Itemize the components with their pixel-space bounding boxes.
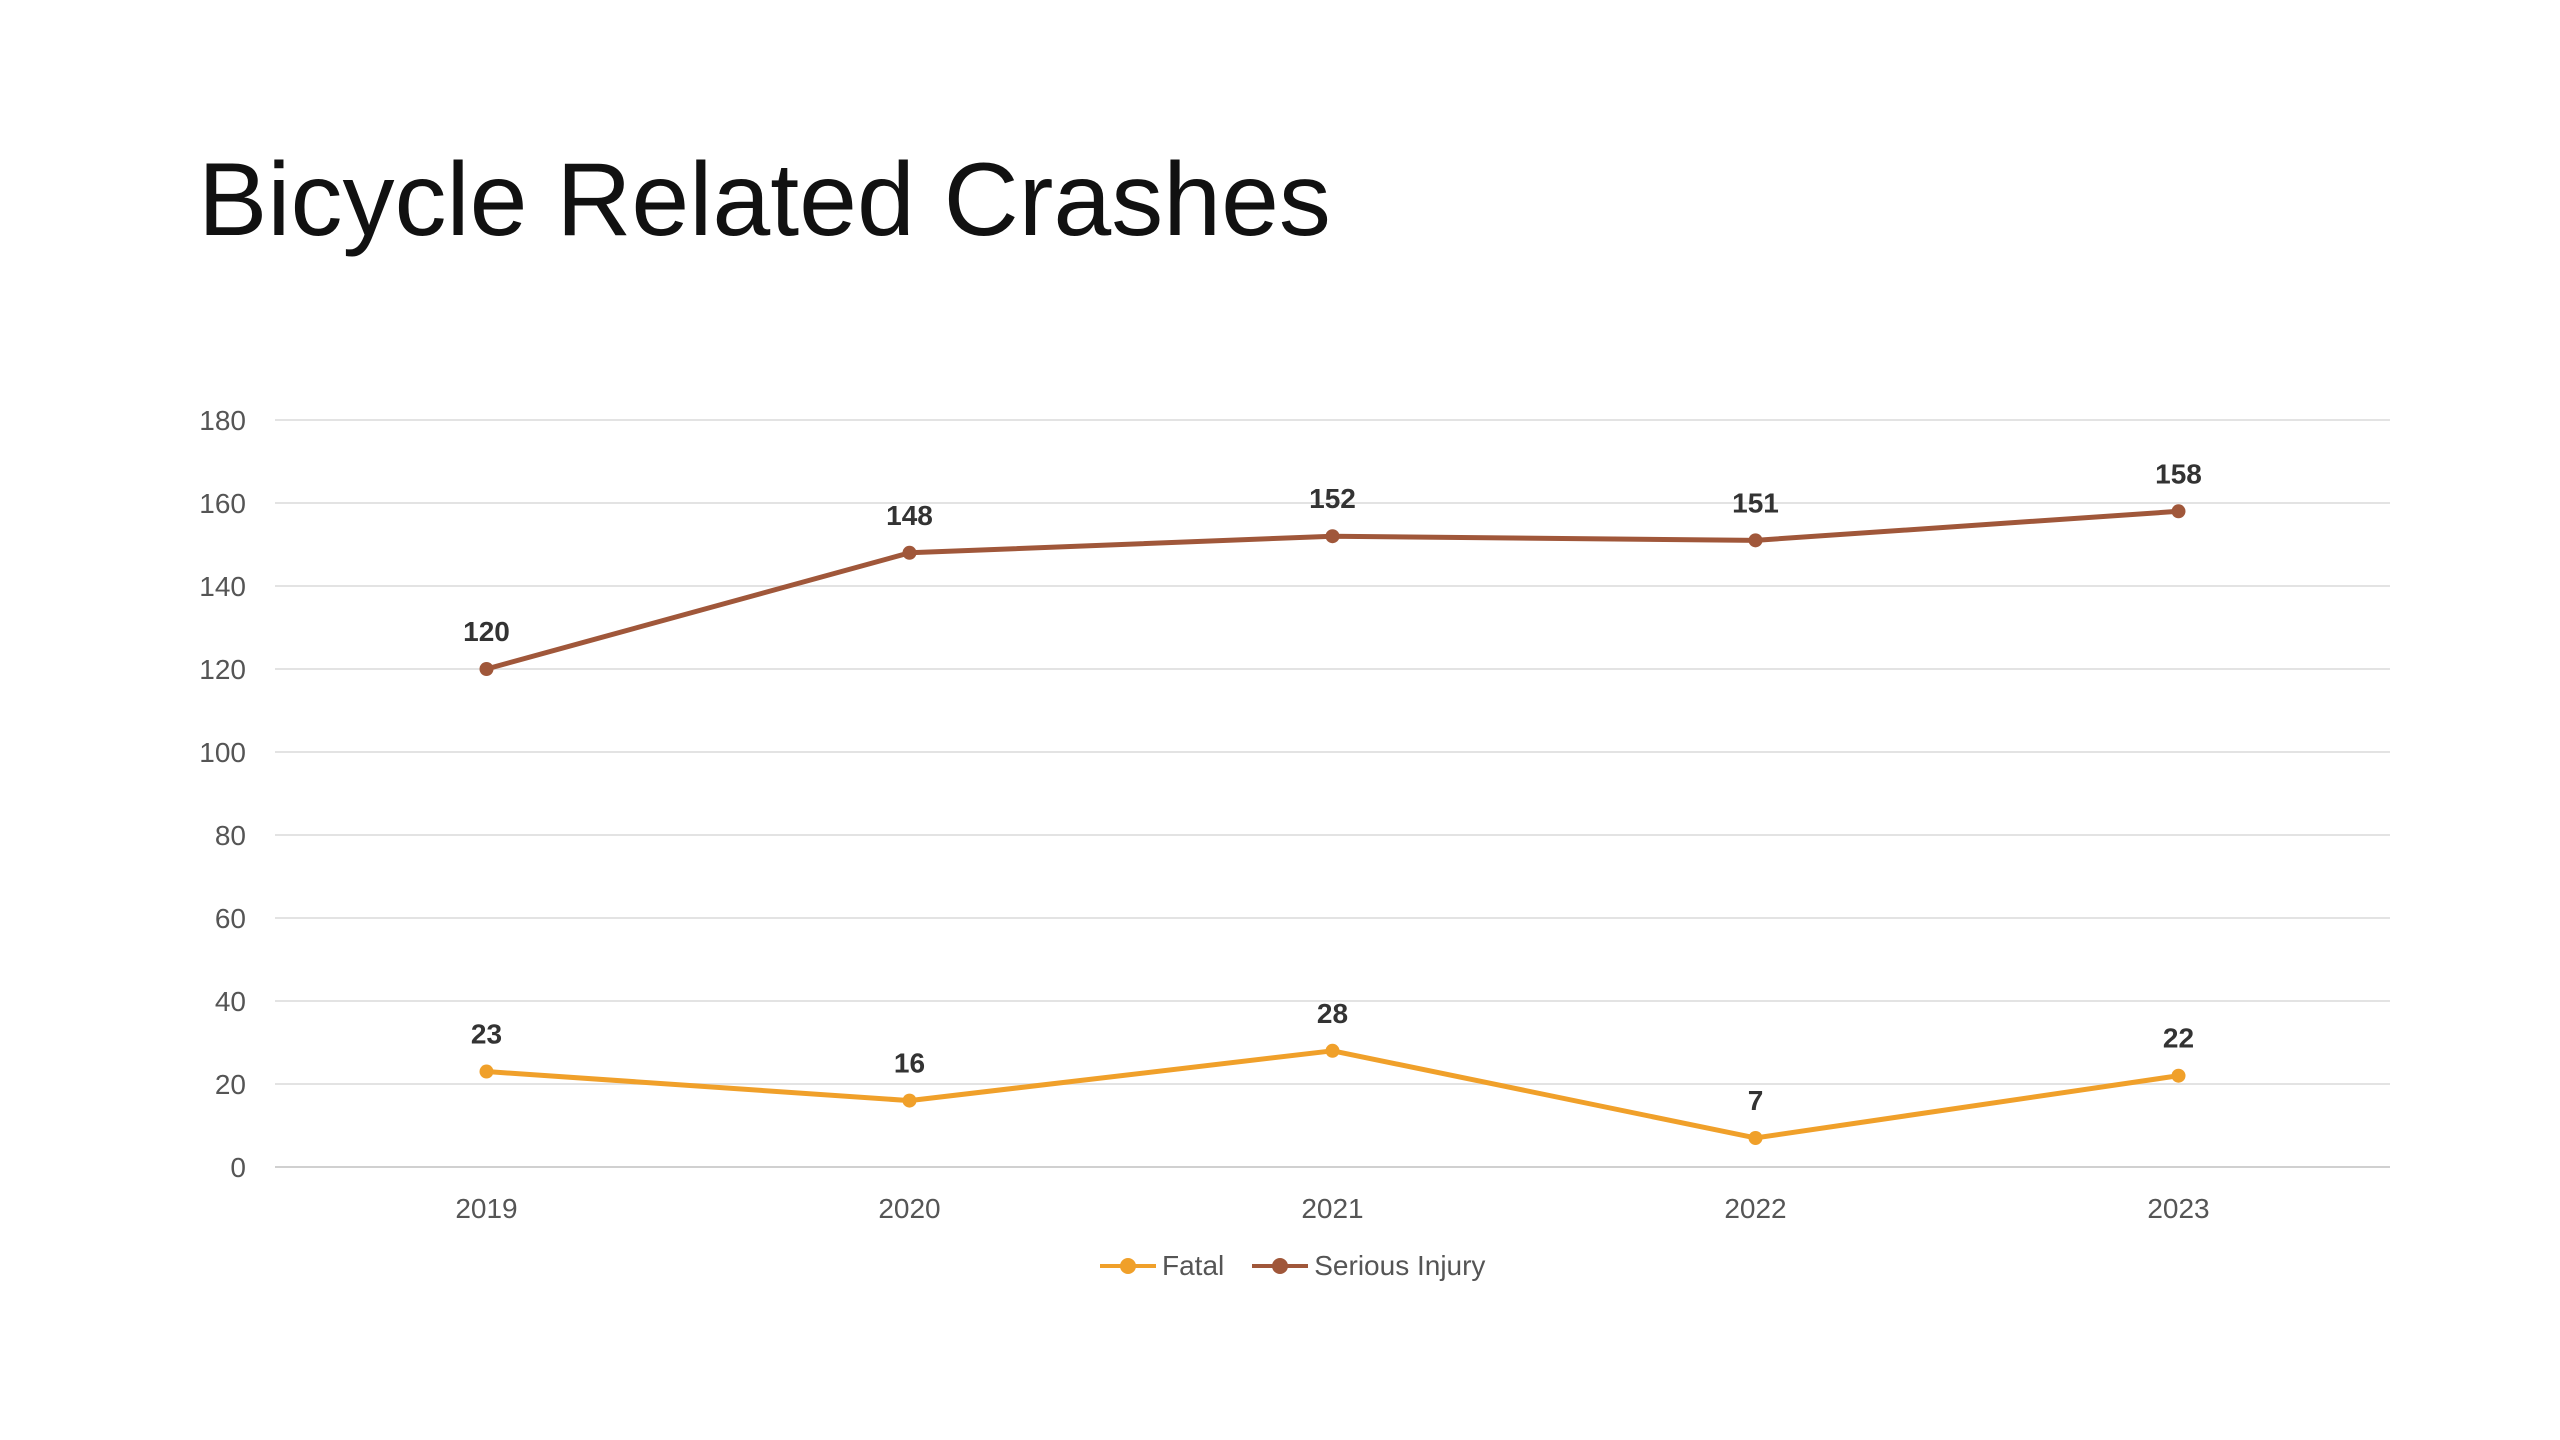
data-label: 22 — [2163, 1023, 2194, 1054]
legend-item: Fatal — [1100, 1250, 1224, 1282]
data-label: 158 — [2155, 458, 2202, 489]
x-tick-label: 2020 — [878, 1193, 940, 1224]
data-label: 28 — [1317, 998, 1348, 1029]
gridlines — [275, 419, 2390, 1168]
data-point — [902, 1093, 917, 1108]
data-point — [1748, 1130, 1763, 1145]
slide-title: Bicycle Related Crashes — [198, 142, 1331, 258]
data-label: 151 — [1732, 487, 1779, 518]
y-tick-label: 60 — [215, 903, 246, 934]
x-axis: 2019 2020 2021 2022 2023 — [455, 1193, 2209, 1224]
y-tick-label: 20 — [215, 1069, 246, 1100]
data-label: 148 — [886, 500, 933, 531]
y-tick-label: 160 — [199, 488, 246, 519]
legend-marker — [1272, 1258, 1289, 1274]
legend-label: Fatal — [1162, 1250, 1225, 1281]
data-point — [902, 545, 917, 560]
legend-swatch — [1100, 1258, 1156, 1274]
data-point — [1325, 529, 1340, 544]
x-tick-label: 2023 — [2147, 1193, 2209, 1224]
data-point — [2171, 504, 2186, 519]
y-tick-label: 120 — [199, 654, 246, 685]
y-tick-label: 100 — [199, 737, 246, 768]
data-label: 152 — [1309, 483, 1356, 514]
data-point — [479, 662, 494, 676]
y-axis: 0 20 40 60 80 100 120 140 160 180 — [199, 405, 246, 1183]
y-tick-label: 80 — [215, 820, 246, 851]
data-point — [1325, 1043, 1340, 1058]
data-label: 7 — [1748, 1085, 1764, 1116]
x-tick-label: 2019 — [455, 1193, 517, 1224]
data-label: 120 — [463, 616, 510, 647]
series-line-0 — [484, 1048, 2181, 1141]
data-point — [2171, 1068, 2186, 1083]
legend: Fatal Serious Injury — [1100, 1250, 1513, 1282]
data-labels: 23 16 28 7 22 120 148 152 151 158 — [463, 458, 2202, 1116]
x-tick-label: 2022 — [1724, 1193, 1786, 1224]
y-tick-label: 0 — [230, 1152, 246, 1183]
y-tick-label: 140 — [199, 571, 246, 602]
legend-label: Serious Injury — [1314, 1250, 1486, 1281]
data-point — [479, 1064, 494, 1079]
x-tick-label: 2021 — [1301, 1193, 1363, 1224]
y-tick-label: 40 — [215, 986, 246, 1017]
data-point — [1748, 533, 1763, 548]
legend-marker — [1120, 1258, 1136, 1274]
data-label: 16 — [894, 1048, 925, 1079]
legend-item: Serious Injury — [1252, 1250, 1485, 1282]
series-group — [479, 504, 2186, 1145]
legend-swatch — [1252, 1258, 1309, 1274]
data-label: 23 — [471, 1019, 502, 1050]
y-tick-label: 180 — [199, 405, 246, 436]
